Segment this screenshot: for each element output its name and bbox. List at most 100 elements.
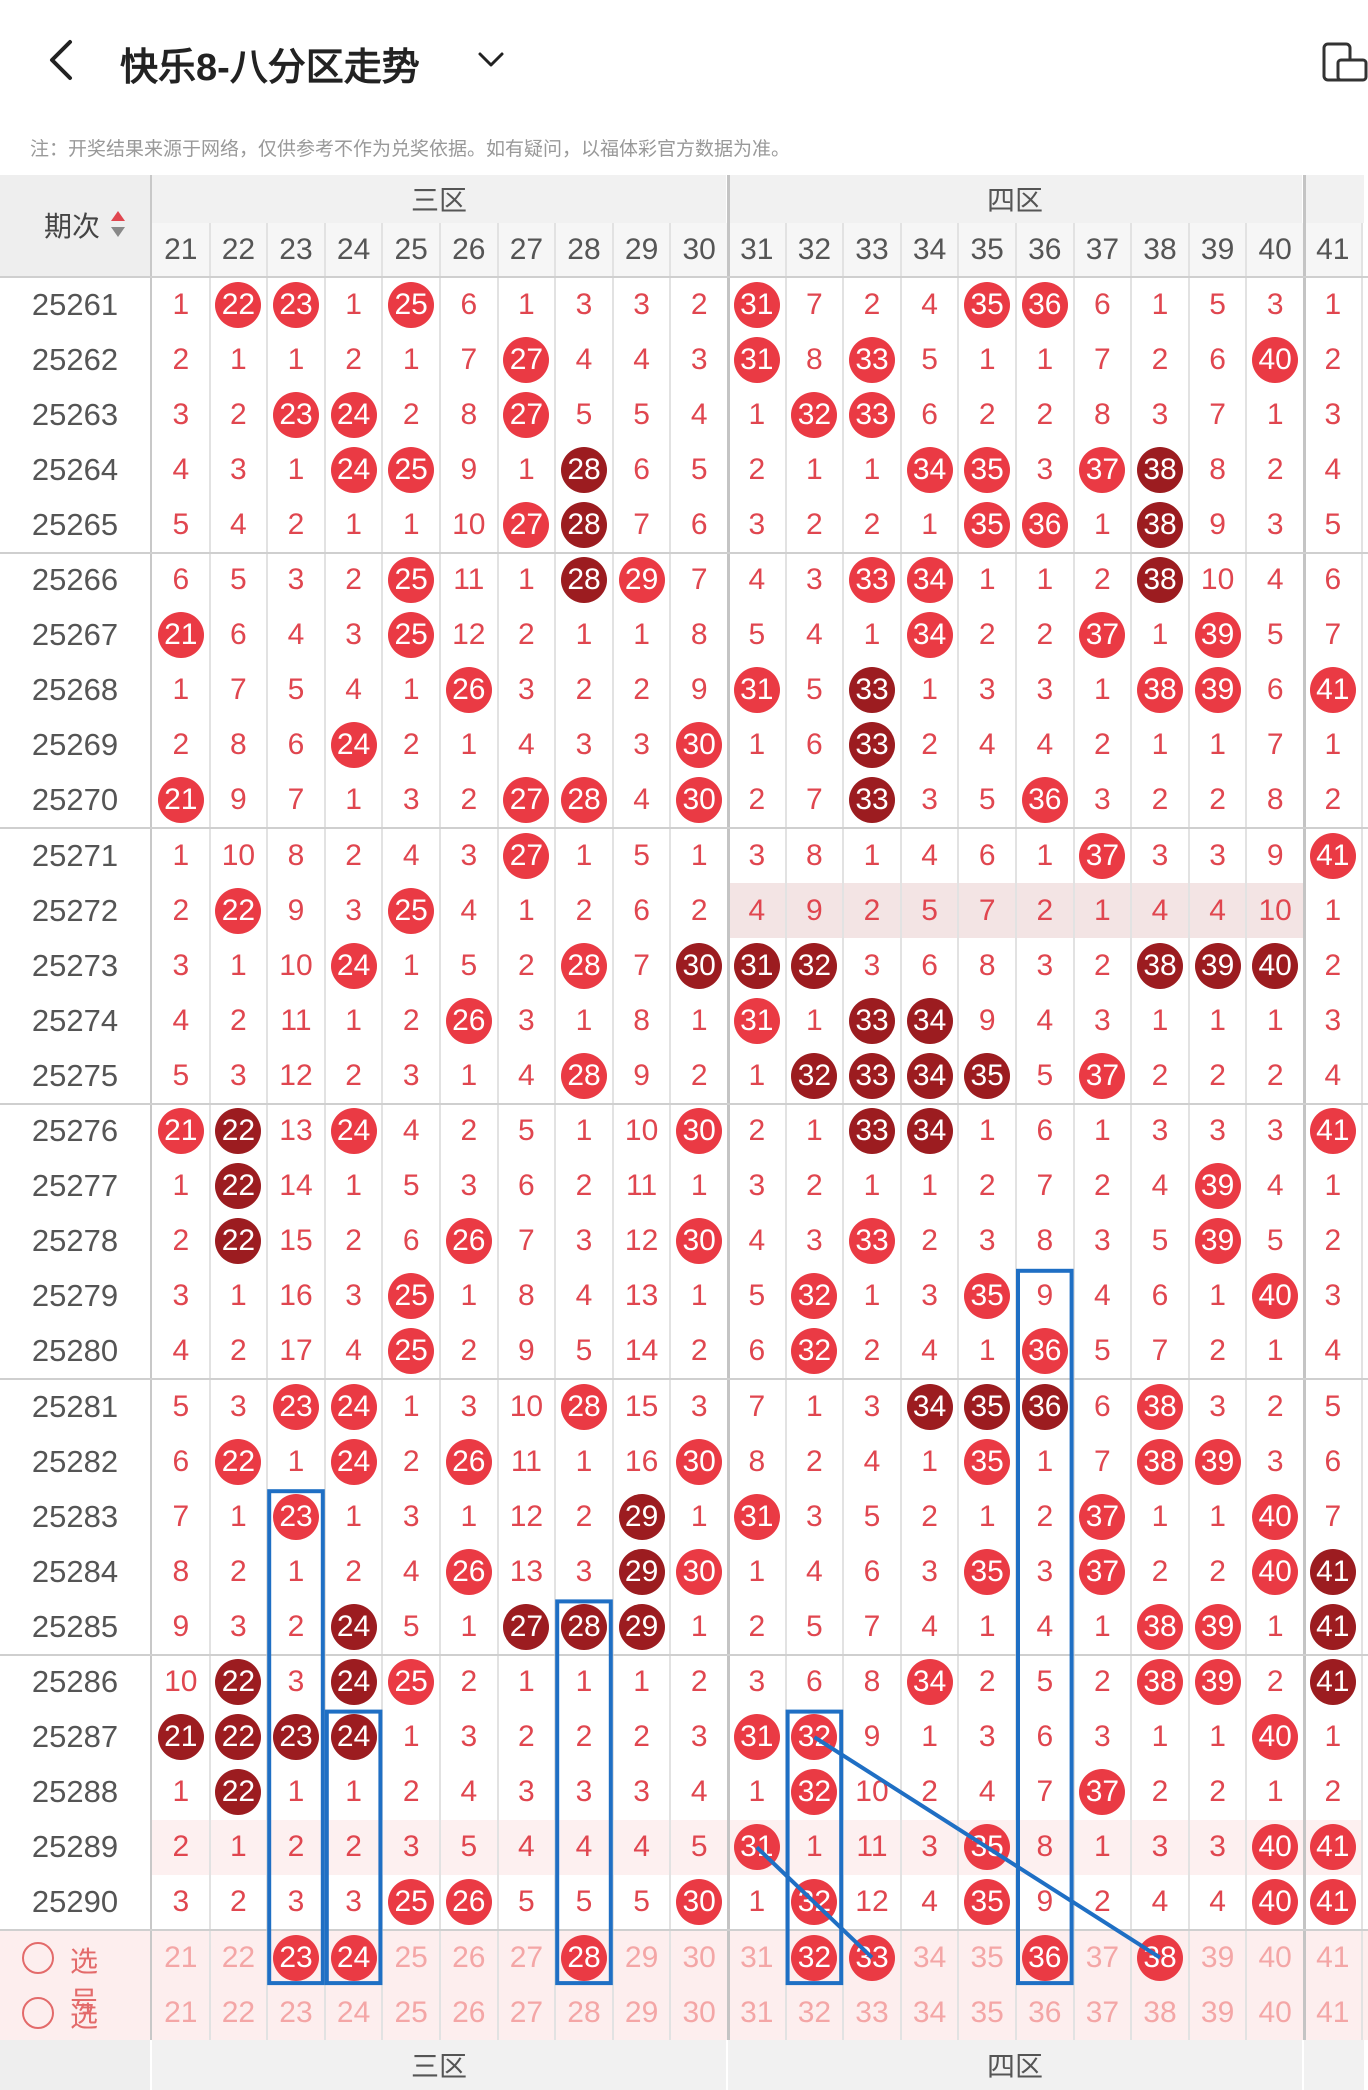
miss-count: 9	[806, 893, 823, 927]
period-header[interactable]: 期次	[44, 211, 101, 242]
selectable-number[interactable]: 24	[336, 1995, 371, 2029]
miss-count: 6	[1324, 563, 1342, 597]
selectable-number[interactable]: 37	[1085, 1995, 1120, 2029]
selectable-number[interactable]: 30	[682, 1940, 716, 1974]
selectable-number[interactable]: 41	[1316, 1940, 1350, 1974]
miss-count: 1	[748, 397, 766, 431]
selectable-number[interactable]: 27	[509, 1940, 544, 1974]
selectable-number[interactable]: 21	[164, 1940, 198, 1974]
drawn-number-ball: 33	[849, 1218, 895, 1265]
miss-count: 1	[806, 1003, 823, 1037]
title-dropdown-button[interactable]	[474, 44, 508, 74]
drawn-number-ball: 26	[445, 997, 492, 1044]
select-radio[interactable]	[22, 1942, 54, 1974]
drawn-number-ball: 24	[330, 1383, 377, 1430]
selectable-number[interactable]: 25	[394, 1940, 428, 1974]
miss-count: 1	[518, 893, 535, 927]
selected-number-ball[interactable]: 36	[1021, 1934, 1068, 1981]
selected-number-ball[interactable]: 23	[273, 1934, 319, 1981]
bottom-left-cell	[0, 2040, 150, 2090]
back-button[interactable]	[38, 30, 88, 90]
drawn-number-ball: 24	[330, 1108, 377, 1155]
select-radio[interactable]	[22, 1997, 54, 2030]
selectable-number[interactable]: 39	[1200, 1940, 1235, 1974]
drawn-number-ball: 24	[330, 1603, 377, 1650]
selectable-number[interactable]: 25	[394, 1995, 428, 2029]
selectable-number[interactable]: 30	[682, 1995, 716, 2029]
miss-count: 1	[863, 1169, 881, 1203]
selected-number-ball[interactable]: 28	[561, 1934, 607, 1981]
divider	[957, 223, 960, 2041]
selectable-number[interactable]: 40	[1258, 1995, 1292, 2029]
selectable-number[interactable]: 26	[452, 1995, 486, 2029]
selectable-number[interactable]: 41	[1316, 1995, 1350, 2029]
selected-number-ball[interactable]: 32	[791, 1934, 838, 1981]
divider	[0, 1378, 1368, 1380]
period-label: 25271	[31, 837, 119, 873]
drawn-number-ball: 33	[849, 667, 895, 714]
drawn-number-ball: 38	[1137, 942, 1183, 989]
drawn-number-ball: 33	[849, 391, 895, 438]
selectable-number[interactable]: 34	[912, 1940, 947, 1974]
miss-count: 3	[460, 838, 478, 872]
drawn-number-ball: 35	[964, 501, 1011, 548]
miss-count: 8	[1094, 397, 1111, 431]
selectable-number[interactable]: 29	[624, 1995, 659, 2029]
selectable-number[interactable]: 37	[1085, 1940, 1120, 1974]
sort-arrows-icon[interactable]	[110, 209, 126, 239]
selected-number-ball[interactable]: 24	[330, 1934, 377, 1981]
miss-count: 3	[1151, 1830, 1169, 1864]
selectable-number[interactable]: 33	[855, 1995, 889, 2029]
miss-count: 4	[633, 342, 650, 376]
drawn-number-ball: 35	[964, 1548, 1011, 1595]
miss-count: 5	[575, 397, 593, 431]
orientation-button[interactable]	[1318, 40, 1368, 84]
selectable-number[interactable]: 26	[452, 1940, 486, 1974]
miss-count: 2	[575, 673, 593, 707]
selectable-number[interactable]: 22	[221, 1995, 256, 2029]
selectable-number[interactable]: 38	[1143, 1995, 1177, 2029]
miss-count: 1	[1094, 1830, 1111, 1864]
select-label[interactable]: 选号	[70, 1946, 99, 2017]
miss-count: 1	[978, 563, 996, 597]
selectable-number[interactable]: 40	[1258, 1940, 1292, 1974]
selectable-number[interactable]: 32	[797, 1995, 832, 2029]
selectable-number[interactable]: 21	[164, 1995, 198, 2029]
drawn-number-ball: 36	[1021, 501, 1068, 548]
miss-count: 7	[460, 342, 478, 376]
miss-count: 6	[863, 1554, 881, 1588]
period-label: 25263	[31, 396, 119, 432]
selectable-number[interactable]: 35	[970, 1995, 1004, 2029]
miss-count: 1	[518, 1665, 535, 1699]
miss-count: 2	[1266, 1058, 1284, 1092]
selectable-number[interactable]: 35	[970, 1940, 1004, 1974]
miss-count: 9	[1036, 1279, 1054, 1313]
selectable-number[interactable]: 31	[740, 1995, 774, 2029]
period-label: 25279	[31, 1278, 119, 1314]
miss-count: 1	[806, 452, 823, 486]
miss-count: 5	[863, 1499, 881, 1533]
miss-count: 2	[1209, 783, 1226, 817]
miss-count: 2	[287, 507, 305, 541]
drawn-number-ball: 31	[733, 1714, 780, 1761]
miss-count: 5	[1209, 287, 1226, 321]
miss-count: 2	[1209, 1334, 1226, 1368]
drawn-number-ball: 32	[791, 1769, 838, 1816]
miss-count: 3	[921, 1279, 938, 1313]
miss-count: 3	[1266, 1114, 1284, 1148]
selectable-number[interactable]: 39	[1200, 1995, 1235, 2029]
selectable-number[interactable]: 23	[279, 1995, 313, 2029]
selectable-number[interactable]: 22	[221, 1940, 256, 1974]
miss-count: 2	[863, 893, 881, 927]
selectable-number[interactable]: 29	[624, 1940, 659, 1974]
miss-count: 7	[287, 783, 305, 817]
miss-count: 3	[806, 1224, 823, 1258]
selectable-number[interactable]: 31	[740, 1940, 774, 1974]
drawn-number-ball: 27	[503, 336, 550, 383]
selectable-number[interactable]: 34	[912, 1995, 947, 2029]
drawn-number-ball: 33	[849, 1052, 895, 1099]
selectable-number[interactable]: 27	[509, 1995, 544, 2029]
miss-count: 4	[921, 287, 938, 321]
selectable-number[interactable]: 36	[1028, 1995, 1062, 2029]
selectable-number[interactable]: 28	[567, 1995, 601, 2029]
